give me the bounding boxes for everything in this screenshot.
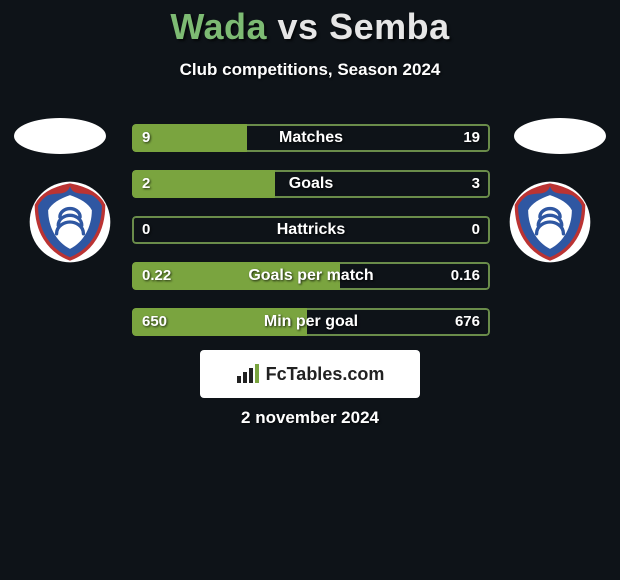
date-text: 2 november 2024 <box>0 408 620 428</box>
stat-value-left: 650 <box>132 308 177 336</box>
club-crest-left <box>28 180 112 264</box>
stat-value-right: 3 <box>462 170 490 198</box>
stat-value-left: 2 <box>132 170 160 198</box>
stat-value-right: 676 <box>445 308 490 336</box>
flag-right <box>514 118 606 154</box>
stat-value-right: 19 <box>453 124 490 152</box>
brand-box: FcTables.com <box>200 350 420 398</box>
bar-track <box>132 216 490 244</box>
stat-row: 23Goals <box>132 170 490 198</box>
player2-name: Semba <box>329 6 450 47</box>
stat-value-right: 0 <box>462 216 490 244</box>
stat-row: 00Hattricks <box>132 216 490 244</box>
stat-row: 650676Min per goal <box>132 308 490 336</box>
stat-row: 919Matches <box>132 124 490 152</box>
stat-value-left: 0 <box>132 216 160 244</box>
vs-text: vs <box>278 6 319 47</box>
brand-text: FcTables.com <box>266 364 385 385</box>
stat-value-left: 9 <box>132 124 160 152</box>
brand-logo: FcTables.com <box>236 364 385 385</box>
page-title: Wada vs Semba <box>0 0 620 48</box>
club-crest-right <box>508 180 592 264</box>
comparison-bars: 919Matches23Goals00Hattricks0.220.16Goal… <box>132 124 490 354</box>
flag-left <box>14 118 106 154</box>
stat-value-right: 0.16 <box>441 262 490 290</box>
stat-row: 0.220.16Goals per match <box>132 262 490 290</box>
bars-icon <box>236 364 260 384</box>
player1-name: Wada <box>170 6 267 47</box>
subtitle: Club competitions, Season 2024 <box>0 60 620 80</box>
stat-value-left: 0.22 <box>132 262 181 290</box>
